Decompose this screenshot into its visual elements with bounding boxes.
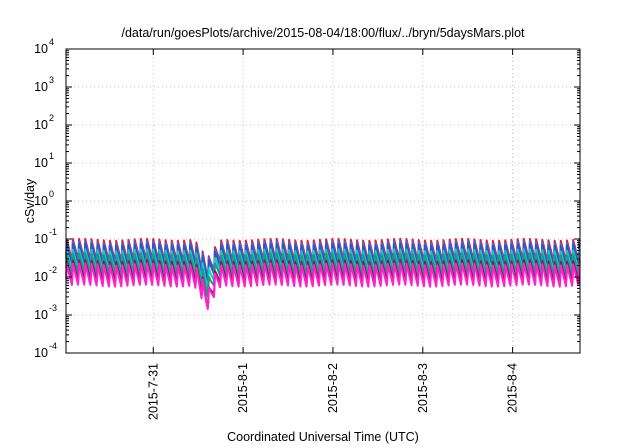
y-tick-exponent: 3 (49, 75, 54, 85)
y-tick-label: 10 (34, 232, 48, 246)
y-tick-label: 10 (34, 118, 48, 132)
x-tick-label: 2015-8-3 (416, 363, 430, 413)
x-tick-label: 2015-8-2 (326, 363, 340, 413)
x-tick-label: 2015-8-1 (236, 363, 250, 413)
x-tick-label: 2015-8-4 (506, 363, 520, 413)
y-tick-label: 10 (34, 270, 48, 284)
series-line-7 (65, 262, 581, 310)
y-tick-label: 10 (34, 308, 48, 322)
x-axis-label: Coordinated Universal Time (UTC) (227, 430, 419, 444)
y-tick-label: 10 (34, 194, 48, 208)
y-tick-exponent: -3 (49, 303, 57, 313)
y-tick-exponent: 1 (49, 151, 54, 161)
x-axis: 2015-7-31 2015-8-1 2015-8-2 2015-8-3 2015-8-… (146, 49, 520, 420)
grid (66, 48, 580, 354)
x-tick-label: 2015-7-31 (146, 363, 160, 420)
y-tick-exponent: -1 (49, 227, 57, 237)
y-tick-exponent: 2 (49, 113, 54, 123)
y-axis-label: cSv/day (23, 178, 37, 223)
y-tick-label: 10 (34, 42, 48, 56)
y-tick-label: 10 (34, 80, 48, 94)
y-tick-label: 10 (34, 156, 48, 170)
y-tick-exponent: 0 (49, 189, 54, 199)
y-tick-exponent: -2 (49, 265, 57, 275)
series-group (65, 237, 581, 310)
chart-title: /data/run/goesPlots/archive/2015-08-04/1… (121, 26, 525, 40)
y-tick-exponent: 4 (49, 37, 54, 47)
y-tick-label: 10 (34, 346, 48, 360)
y-tick-exponent: -4 (49, 341, 57, 351)
